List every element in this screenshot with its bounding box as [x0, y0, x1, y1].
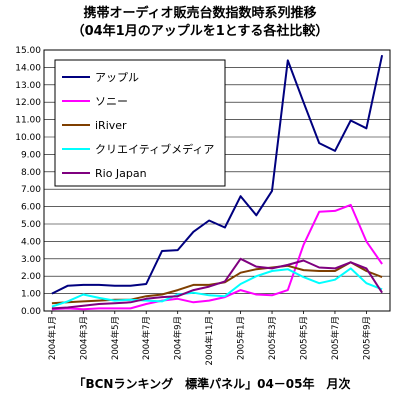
x-tick-label: 2005年9月: [361, 316, 372, 360]
y-tick-label: 7.00: [21, 185, 41, 195]
y-tick-label: 10.00: [15, 133, 41, 143]
series-line-1: [51, 203, 383, 311]
chart-caption: 「BCNランキング 標準パネル」04－05年 月次: [73, 376, 350, 391]
x-tick-label: 2004年1月: [47, 316, 58, 360]
y-tick-label: 14.00: [15, 63, 41, 73]
y-tick-label: 8.00: [21, 168, 41, 178]
y-tick-label: 15.00: [15, 46, 41, 56]
x-tick-label: 2005年3月: [267, 316, 278, 360]
legend-label: ソニー: [95, 95, 128, 108]
x-tick-label: 2004年9月: [173, 316, 184, 360]
y-tick-label: 2.00: [21, 272, 41, 282]
y-tick-label: 5.00: [21, 220, 41, 230]
legend-label: Rio Japan: [95, 167, 147, 180]
y-tick-label: 6.00: [21, 203, 41, 213]
y-tick-label: 13.00: [15, 81, 41, 91]
chart-title-line-1: 携帯オーディオ販売台数指数時系列推移: [83, 5, 316, 21]
y-axis-ticks: 0.00 1.00 2.00 3.00 4.00 5.00 6.00 7.00 8.00 9.00…: [15, 46, 41, 317]
legend-box: [54, 59, 226, 187]
series-line-4: [51, 257, 383, 310]
y-tick-label: 12.00: [15, 98, 41, 108]
x-tick-label: 2004年11月: [204, 316, 215, 365]
y-tick-label: 9.00: [21, 150, 41, 160]
y-tick-label: 3.00: [21, 255, 41, 265]
x-axis-ticks: 2004年1月 2004年3月 2004年5月 2004年7月 2004年9月 2004年…: [47, 311, 372, 365]
y-tick-label: 11.00: [15, 116, 41, 126]
legend-label: iRiver: [95, 119, 127, 132]
x-tick-label: 2005年5月: [299, 316, 310, 360]
series-lines: [51, 54, 384, 311]
y-tick-label: 4.00: [21, 237, 41, 247]
series-line-3: [51, 267, 383, 308]
y-tick-label: 0.00: [21, 307, 41, 317]
x-tick-label: 2004年5月: [110, 316, 121, 360]
legend-label: クリエイティブメディア: [95, 142, 214, 156]
x-tick-label: 2004年3月: [78, 316, 89, 360]
x-tick-label: 2004年7月: [141, 316, 152, 360]
chart-title-line-2: （04年1月のアップルを1とする各社比較）: [72, 23, 329, 39]
y-tick-label: 1.00: [21, 290, 41, 300]
series-line-0: [51, 54, 384, 295]
x-tick-label: 2005年7月: [330, 316, 341, 360]
legend-label: アップル: [95, 71, 139, 84]
x-tick-label: 2005年1月: [236, 316, 247, 360]
